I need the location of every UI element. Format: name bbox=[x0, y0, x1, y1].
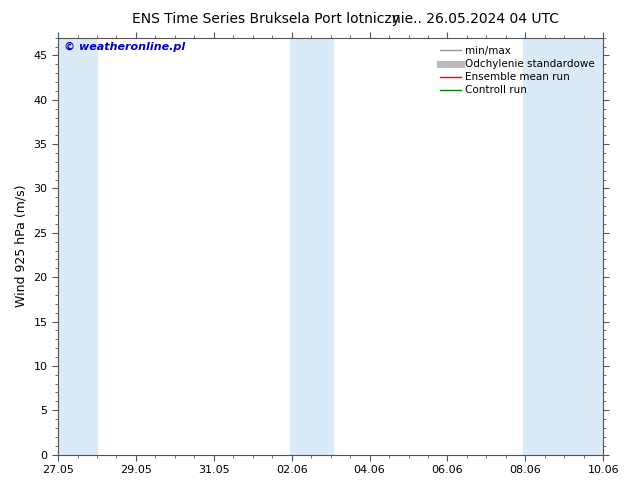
Text: ENS Time Series Bruksela Port lotniczy: ENS Time Series Bruksela Port lotniczy bbox=[133, 12, 400, 26]
Bar bbox=[524, 38, 603, 455]
Legend: min/max, Odchylenie standardowe, Ensemble mean run, Controll run: min/max, Odchylenie standardowe, Ensembl… bbox=[437, 43, 598, 98]
Text: © weatheronline.pl: © weatheronline.pl bbox=[63, 42, 184, 52]
Bar bbox=[58, 38, 97, 455]
Text: nie.. 26.05.2024 04 UTC: nie.. 26.05.2024 04 UTC bbox=[392, 12, 559, 26]
Bar bbox=[290, 38, 333, 455]
Y-axis label: Wind 925 hPa (m/s): Wind 925 hPa (m/s) bbox=[15, 185, 28, 307]
